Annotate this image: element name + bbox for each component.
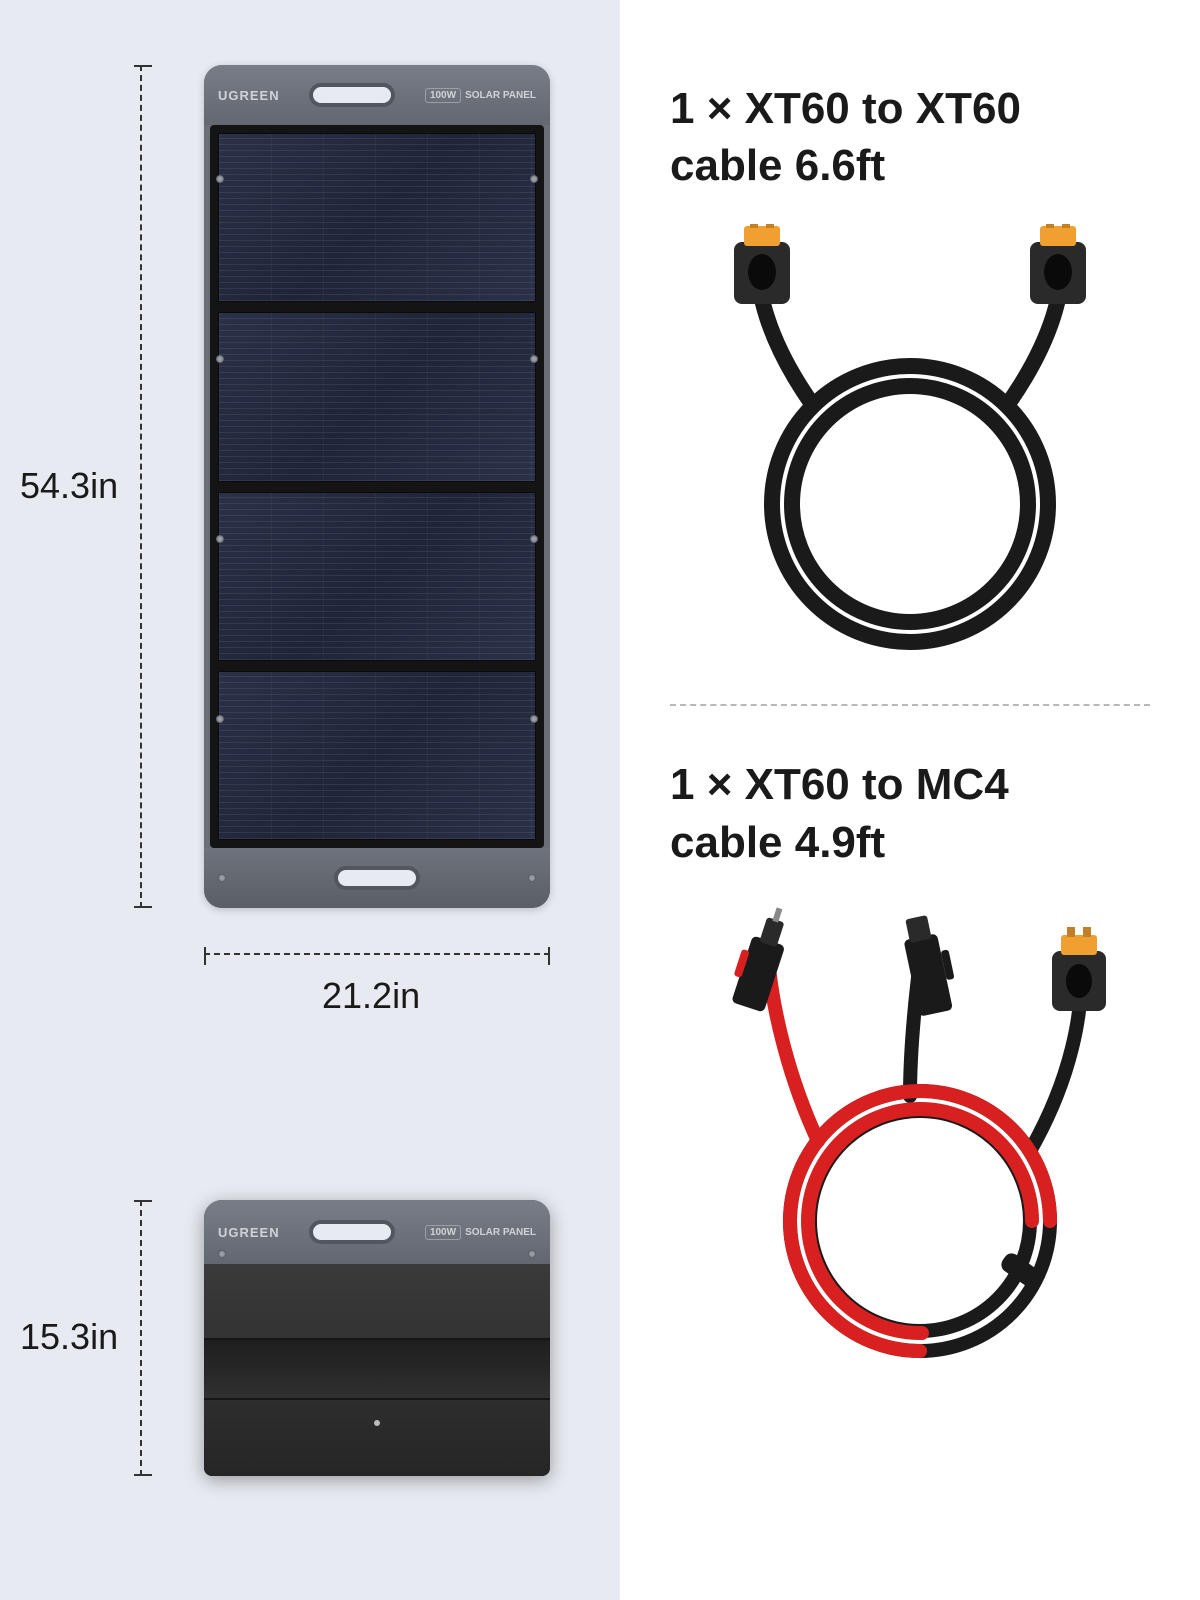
- rivet-icon: [216, 715, 224, 723]
- dim-line-width: [204, 953, 550, 955]
- carry-handle-icon: [334, 866, 420, 890]
- panel-open-header: UGREEN 100W SOLAR PANEL: [204, 65, 550, 125]
- panel-folded-body: [204, 1264, 550, 1476]
- xt60-connector-icon: [1052, 927, 1106, 1011]
- rivet-icon: [216, 535, 224, 543]
- dim-label-folded-height: 15.3in: [20, 1316, 118, 1358]
- rivet-icon: [216, 355, 224, 363]
- panel-brand-label: UGREEN: [218, 1225, 280, 1240]
- cable2-illustration: [690, 901, 1130, 1341]
- cable2-title: 1 × XT60 to MC4 cable 4.9ft: [670, 756, 1150, 870]
- panel-open-footer: [204, 848, 550, 908]
- rivet-icon: [530, 175, 538, 183]
- panel-folded-header: UGREEN 100W SOLAR PANEL: [204, 1200, 550, 1264]
- cell-segment: [218, 312, 536, 481]
- mc4-connector-icon: [726, 901, 796, 1012]
- section-divider: [670, 704, 1150, 706]
- panel-open-group: 54.3in 21.2in UGREEN 100W SOLAR PANEL: [90, 65, 550, 1050]
- rivet-icon: [530, 355, 538, 363]
- cable1-title: 1 × XT60 to XT60 cable 6.6ft: [670, 80, 1150, 194]
- dimensions-panel: 54.3in 21.2in UGREEN 100W SOLAR PANEL: [0, 0, 620, 1600]
- cable-xt60-xt60-section: 1 × XT60 to XT60 cable 6.6ft: [670, 80, 1150, 664]
- panel-brand-label: UGREEN: [218, 88, 280, 103]
- accessories-panel: 1 × XT60 to XT60 cable 6.6ft: [620, 0, 1200, 1600]
- cell-segment: [218, 133, 536, 302]
- xt60-connector-icon: [1030, 224, 1086, 304]
- rivet-icon: [218, 1250, 226, 1258]
- rivet-icon: [530, 535, 538, 543]
- dim-label-width: 21.2in: [322, 975, 420, 1017]
- panel-wattage-label: 100W SOLAR PANEL: [425, 88, 536, 103]
- rivet-icon: [528, 874, 536, 882]
- cable1-illustration: [690, 224, 1130, 664]
- rivet-icon: [218, 874, 226, 882]
- solar-panel-folded: UGREEN 100W SOLAR PANEL: [204, 1200, 550, 1476]
- rivet-icon: [530, 715, 538, 723]
- cell-segment: [218, 492, 536, 661]
- dim-label-height: 54.3in: [20, 465, 118, 507]
- solar-cells: [210, 125, 544, 848]
- cable-xt60-mc4-section: 1 × XT60 to MC4 cable 4.9ft: [670, 756, 1150, 1340]
- carry-handle-icon: [309, 83, 395, 107]
- xt60-connector-icon: [734, 224, 790, 304]
- rivet-icon: [216, 175, 224, 183]
- rivet-icon: [528, 1250, 536, 1258]
- dim-line-folded-height: [140, 1200, 142, 1476]
- panel-folded-group: 15.3in UGREEN 100W SOLAR PANEL: [90, 1200, 550, 1540]
- panel-wattage-label: 100W SOLAR PANEL: [425, 1225, 536, 1240]
- carry-handle-icon: [309, 1220, 395, 1244]
- solar-panel-open: UGREEN 100W SOLAR PANEL: [204, 65, 550, 908]
- cell-segment: [218, 671, 536, 840]
- dim-line-height: [140, 65, 142, 908]
